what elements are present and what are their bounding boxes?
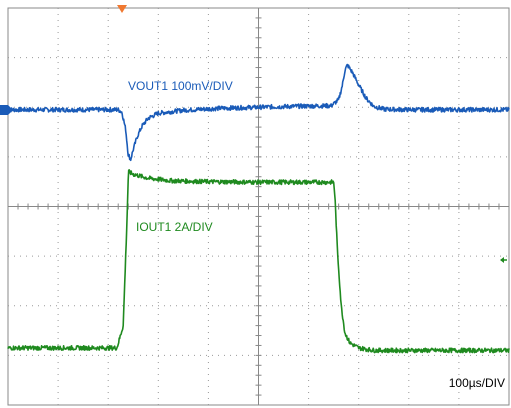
timebase-label: 100µs/DIV [449, 376, 505, 390]
traces [7, 63, 510, 354]
trigger-marker-icon [117, 5, 127, 13]
channel-1-ground-marker-icon [0, 105, 13, 115]
vout-trace [7, 63, 510, 162]
vout-series-label: VOUT1 100mV/DIV [128, 79, 233, 93]
trigger-level-arrow-icon [500, 257, 504, 263]
graticule [7, 7, 510, 406]
iout-series-label: IOUT1 2A/DIV [136, 220, 213, 234]
iout-trace [7, 169, 510, 354]
